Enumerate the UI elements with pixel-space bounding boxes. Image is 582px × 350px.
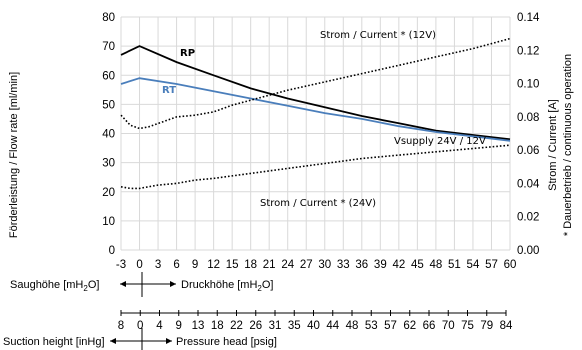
psig-tick-label: 75 <box>461 320 474 332</box>
x-tick-label: 15 <box>226 259 239 271</box>
psig-tick-label: 40 <box>307 320 320 332</box>
x-tick-label: 0 <box>136 259 142 271</box>
x-tick-label: 45 <box>411 259 424 271</box>
x-tick-label: 21 <box>263 259 276 271</box>
series-line <box>120 77 511 142</box>
y-right-tick-label: 0.08 <box>517 112 539 124</box>
x-tick-label: 39 <box>374 259 387 271</box>
pressure-psig-label: Pressure head [psig] <box>176 336 277 348</box>
x-tick-label: 48 <box>430 259 443 271</box>
label-rt: RT <box>162 85 176 96</box>
psig-tick-label: 13 <box>192 320 205 332</box>
x-tick-label: 33 <box>337 259 350 271</box>
psig-tick-label: 66 <box>423 320 436 332</box>
series-line <box>120 144 511 190</box>
psig-tick-label: 4 <box>156 320 163 332</box>
x-tick-label: 60 <box>504 259 517 271</box>
series-lines <box>120 37 511 190</box>
y-left-tick-label: 20 <box>102 187 115 199</box>
y-right-tick-label: 0.12 <box>517 45 539 57</box>
psig-tick-label: 0 <box>137 320 143 332</box>
y-left-tick-label: 80 <box>102 12 115 24</box>
y-right-axis-label: Strom / Current [A] <box>547 99 559 191</box>
x-tick-label: 9 <box>192 259 198 271</box>
tick-labels: 010203040506070800.000.020.040.060.080.1… <box>102 12 540 271</box>
psig-tick-label: 57 <box>384 320 397 332</box>
label-rp: RP <box>180 48 195 59</box>
psig-tick-label: 79 <box>480 320 493 332</box>
x-tick-label: 54 <box>467 259 480 271</box>
y-left-tick-label: 70 <box>102 41 115 53</box>
psig-tick-label: 22 <box>230 320 243 332</box>
x-tick-label: 6 <box>173 259 179 271</box>
psig-tick-label: 26 <box>249 320 262 332</box>
grid-lines <box>120 16 511 251</box>
psig-axis: 8 0 4 9 13 18 22 26 31 35 40 44 48 53 57 62 66 70 75 79 84 S… <box>3 310 513 350</box>
y-right-tick-label: 0.02 <box>517 212 539 224</box>
label-vsupply: Vsupply 24V / 12V <box>394 136 486 147</box>
psig-tick-label: 35 <box>288 320 301 332</box>
psig-tick-label: 48 <box>346 320 359 332</box>
y-right-tick-label: 0.04 <box>517 178 540 190</box>
y-left-tick-label: 50 <box>102 99 115 111</box>
y-left-tick-label: 0 <box>109 245 115 257</box>
x-tick-label: 30 <box>318 259 331 271</box>
x-tick-label: 3 <box>155 259 161 271</box>
series-line <box>120 45 511 141</box>
pressure-mh2o-label: Druckhöhe [mH2O] <box>181 279 274 293</box>
psig-tick-label: 44 <box>326 320 339 332</box>
psig-tick-label: 84 <box>500 320 513 332</box>
x-tick-label: 57 <box>485 259 498 271</box>
y-left-axis-label: Förderleistung / Flow rate [ml/min] <box>8 72 20 238</box>
y-left-tick-label: 10 <box>102 216 115 228</box>
x-tick-label: -3 <box>116 259 126 271</box>
x-tick-label: 27 <box>300 259 313 271</box>
x-tick-label: 42 <box>392 259 405 271</box>
y-left-tick-label: 60 <box>102 70 115 82</box>
psig-tick-label: 9 <box>176 320 182 332</box>
psig-tick-label: 70 <box>442 320 455 332</box>
mh2o-axis: Saughöhe [mH2O] Druckhöhe [mH2O] <box>10 272 274 297</box>
y-right-tick-label: 0.10 <box>517 79 539 91</box>
suction-mh2o-label: Saughöhe [mH2O] <box>10 279 99 293</box>
psig-tick-label: 31 <box>269 320 282 332</box>
y-right-tick-label: 0.14 <box>517 12 540 24</box>
psig-tick-label: 62 <box>403 320 416 332</box>
x-tick-label: 12 <box>207 259 220 271</box>
x-tick-label: 24 <box>281 259 294 271</box>
psig-tick-label: 8 <box>118 320 124 332</box>
y-right-axis-label-2: * Dauerbetrieb / continuous operation <box>562 54 574 236</box>
x-tick-label: 18 <box>244 259 257 271</box>
y-right-tick-label: 0.06 <box>517 145 539 157</box>
y-left-tick-label: 30 <box>102 158 115 170</box>
label-strom-24v: Strom / Current * (24V) <box>260 198 376 209</box>
label-strom-12v: Strom / Current * (12V) <box>320 30 436 41</box>
psig-tick-label: 18 <box>211 320 224 332</box>
suction-inhg-label: Suction height [inHg] <box>3 336 105 348</box>
x-tick-label: 36 <box>355 259 368 271</box>
y-left-tick-label: 40 <box>102 129 115 141</box>
psig-tick-label: 53 <box>365 320 378 332</box>
x-tick-label: 51 <box>448 259 461 271</box>
y-right-tick-label: 0.00 <box>517 245 539 257</box>
